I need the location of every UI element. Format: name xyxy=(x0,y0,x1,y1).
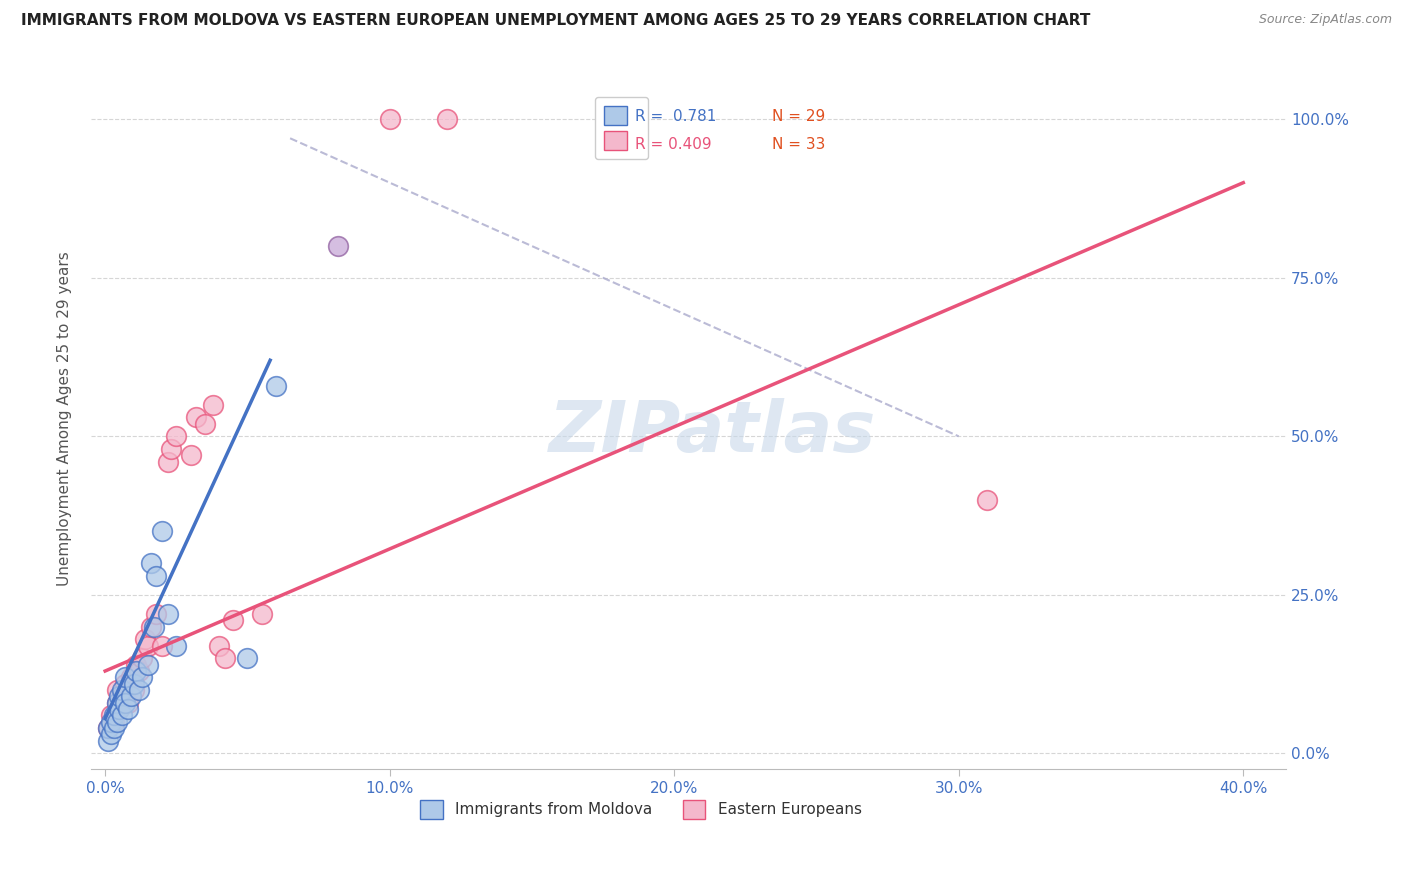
Point xyxy=(165,639,187,653)
Point xyxy=(111,708,134,723)
Point xyxy=(328,239,350,253)
Point xyxy=(208,639,231,653)
Point xyxy=(105,683,128,698)
Point xyxy=(125,657,148,672)
Point xyxy=(250,607,273,621)
Point xyxy=(136,657,159,672)
Text: IMMIGRANTS FROM MOLDOVA VS EASTERN EUROPEAN UNEMPLOYMENT AMONG AGES 25 TO 29 YEA: IMMIGRANTS FROM MOLDOVA VS EASTERN EUROP… xyxy=(21,13,1091,29)
Point xyxy=(159,442,181,456)
Point xyxy=(120,690,142,704)
Point xyxy=(264,378,287,392)
Point xyxy=(111,690,134,704)
Point xyxy=(117,696,139,710)
Point xyxy=(103,708,125,723)
Point xyxy=(125,664,148,678)
Point xyxy=(114,676,136,690)
Point xyxy=(131,651,153,665)
Text: R =  0.781: R = 0.781 xyxy=(634,109,716,124)
Point xyxy=(156,455,179,469)
Point xyxy=(134,632,156,647)
Point xyxy=(122,676,145,690)
Point xyxy=(145,607,167,621)
Point xyxy=(108,702,131,716)
Point xyxy=(128,664,150,678)
Text: N = 29: N = 29 xyxy=(772,109,825,124)
Point xyxy=(114,670,136,684)
Text: R = 0.409: R = 0.409 xyxy=(634,137,711,153)
Point xyxy=(180,449,202,463)
Point xyxy=(97,733,120,747)
Point xyxy=(202,398,225,412)
Point xyxy=(100,714,122,729)
Point xyxy=(139,556,162,570)
Point xyxy=(136,639,159,653)
Point xyxy=(117,702,139,716)
Point xyxy=(114,696,136,710)
Point xyxy=(97,721,120,735)
Point xyxy=(103,714,125,729)
Point xyxy=(156,607,179,621)
Point xyxy=(976,492,998,507)
Point xyxy=(111,683,134,698)
Point xyxy=(100,708,122,723)
Point xyxy=(165,429,187,443)
Point xyxy=(128,683,150,698)
Point xyxy=(142,619,165,633)
Text: N = 33: N = 33 xyxy=(772,137,825,153)
Point xyxy=(131,670,153,684)
Point xyxy=(214,651,236,665)
Point xyxy=(108,702,131,716)
Point xyxy=(122,683,145,698)
Point xyxy=(236,651,259,665)
Point xyxy=(378,112,401,127)
Point xyxy=(194,417,217,431)
Point xyxy=(120,670,142,684)
Point xyxy=(105,696,128,710)
Text: ZIPatlas: ZIPatlas xyxy=(548,399,876,467)
Point xyxy=(150,639,173,653)
Text: Source: ZipAtlas.com: Source: ZipAtlas.com xyxy=(1258,13,1392,27)
Point xyxy=(222,613,245,627)
Point xyxy=(108,690,131,704)
Point xyxy=(97,721,120,735)
Point xyxy=(105,714,128,729)
Point xyxy=(103,721,125,735)
Legend: Immigrants from Moldova, Eastern Europeans: Immigrants from Moldova, Eastern Europea… xyxy=(413,794,868,825)
Y-axis label: Unemployment Among Ages 25 to 29 years: Unemployment Among Ages 25 to 29 years xyxy=(58,252,72,586)
Point xyxy=(186,410,208,425)
Point xyxy=(100,727,122,741)
Point xyxy=(145,569,167,583)
Point xyxy=(150,524,173,539)
Point xyxy=(105,696,128,710)
Point xyxy=(139,619,162,633)
Point xyxy=(436,112,458,127)
